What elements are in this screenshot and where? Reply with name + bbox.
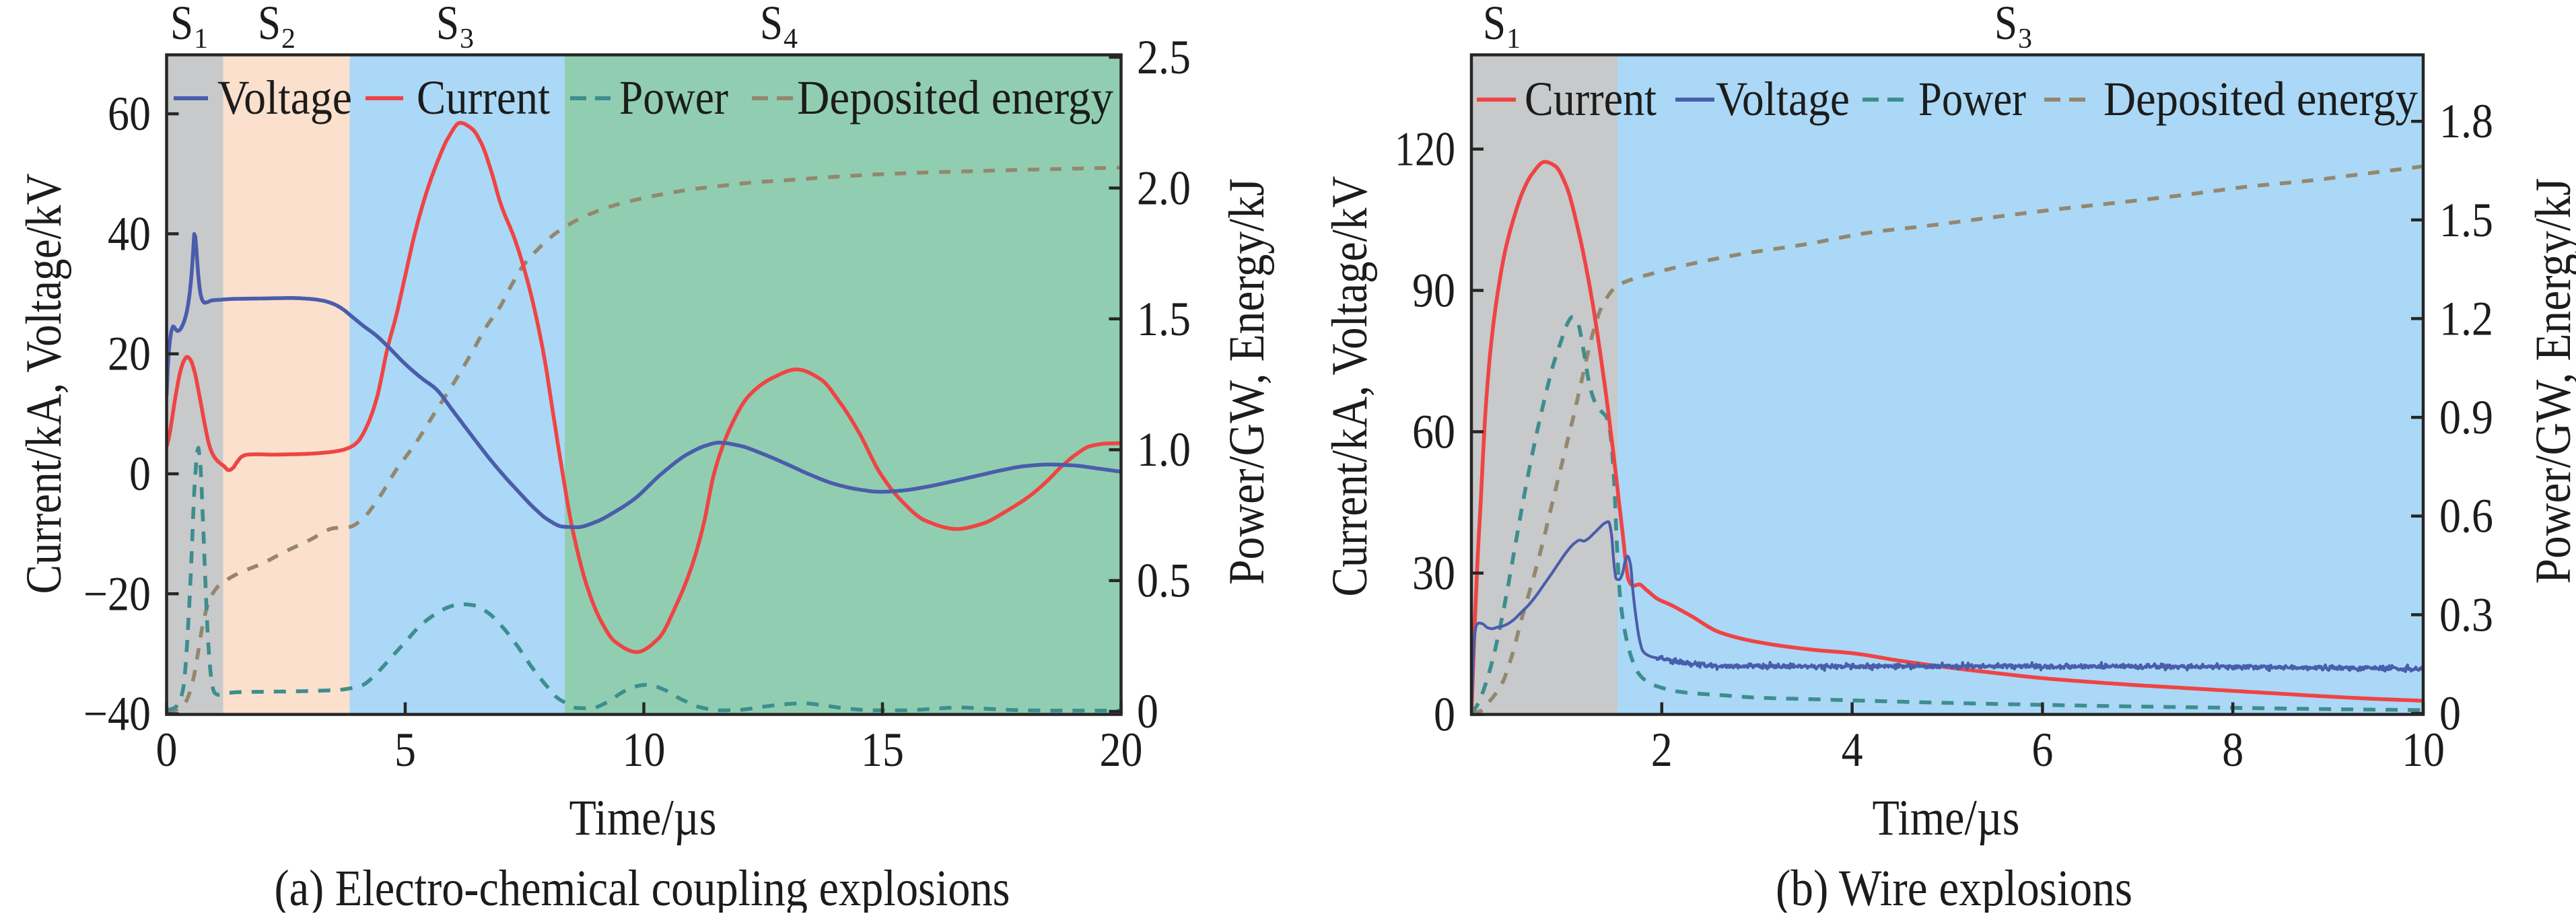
- svg-text:Power: Power: [619, 71, 728, 125]
- svg-text:S: S: [258, 0, 281, 50]
- svg-text:0.9: 0.9: [2439, 390, 2493, 444]
- svg-text:Time/µs: Time/µs: [1873, 790, 2020, 846]
- svg-text:Current: Current: [1525, 72, 1657, 126]
- svg-text:60: 60: [108, 87, 151, 141]
- svg-text:S: S: [1483, 0, 1506, 50]
- svg-text:1.2: 1.2: [2439, 291, 2493, 345]
- svg-text:−40: −40: [83, 687, 151, 741]
- svg-text:1: 1: [1506, 24, 1521, 55]
- svg-text:Voltage: Voltage: [1716, 72, 1850, 126]
- svg-text:0: 0: [129, 447, 151, 501]
- svg-text:Time/µs: Time/µs: [569, 790, 717, 846]
- svg-text:Deposited energy: Deposited energy: [797, 71, 1113, 125]
- svg-text:1.8: 1.8: [2439, 94, 2493, 148]
- svg-text:30: 30: [1412, 547, 1455, 600]
- svg-text:Current/kA, Voltage/kV: Current/kA, Voltage/kV: [1322, 176, 1378, 597]
- svg-text:1.5: 1.5: [1137, 292, 1191, 346]
- svg-text:90: 90: [1412, 264, 1455, 318]
- svg-text:4: 4: [1842, 723, 1863, 777]
- svg-text:10: 10: [623, 723, 666, 777]
- svg-text:1.0: 1.0: [1137, 423, 1191, 477]
- svg-text:60: 60: [1412, 405, 1455, 459]
- svg-text:20: 20: [1100, 723, 1143, 777]
- svg-text:Power/GW, Energy/kJ: Power/GW, Energy/kJ: [1219, 178, 1275, 585]
- svg-text:10: 10: [2402, 723, 2445, 777]
- svg-text:40: 40: [108, 207, 151, 260]
- svg-text:S: S: [170, 0, 193, 50]
- svg-text:2.0: 2.0: [1137, 161, 1191, 215]
- svg-text:6: 6: [2031, 723, 2053, 777]
- svg-text:Current/kA, Voltage/kV: Current/kA, Voltage/kV: [16, 174, 72, 594]
- svg-text:8: 8: [2222, 723, 2243, 777]
- svg-text:−20: −20: [83, 567, 151, 621]
- svg-text:Power: Power: [1918, 72, 2026, 126]
- svg-text:20: 20: [108, 327, 151, 381]
- svg-text:Voltage: Voltage: [217, 71, 352, 125]
- svg-text:S: S: [436, 0, 459, 50]
- svg-text:Deposited energy: Deposited energy: [2103, 72, 2418, 126]
- svg-text:0: 0: [2439, 686, 2461, 740]
- svg-text:5: 5: [394, 723, 416, 777]
- svg-text:Power/GW, Energy/kJ: Power/GW, Energy/kJ: [2526, 178, 2576, 584]
- svg-text:1.5: 1.5: [2439, 193, 2493, 247]
- svg-text:15: 15: [861, 723, 904, 777]
- svg-text:1: 1: [194, 24, 208, 55]
- svg-text:0: 0: [1137, 684, 1158, 738]
- svg-text:120: 120: [1395, 122, 1455, 176]
- svg-text:3: 3: [460, 24, 474, 55]
- svg-text:S: S: [760, 0, 783, 50]
- svg-text:0: 0: [156, 723, 178, 777]
- svg-text:4: 4: [784, 24, 798, 55]
- svg-text:2: 2: [281, 24, 295, 55]
- svg-text:0.3: 0.3: [2439, 588, 2493, 641]
- svg-text:2.5: 2.5: [1137, 30, 1191, 84]
- svg-text:2: 2: [1651, 723, 1673, 777]
- svg-text:(b) Wire explosions: (b) Wire explosions: [1776, 860, 2132, 913]
- svg-text:3: 3: [2018, 24, 2032, 55]
- svg-text:0: 0: [1434, 688, 1455, 742]
- svg-text:0.6: 0.6: [2439, 489, 2493, 543]
- svg-text:Current: Current: [417, 71, 550, 125]
- svg-text:(a) Electro-chemical coupling: (a) Electro-chemical coupling explosions: [275, 860, 1010, 913]
- svg-text:0.5: 0.5: [1137, 554, 1191, 608]
- svg-text:S: S: [1994, 0, 2017, 50]
